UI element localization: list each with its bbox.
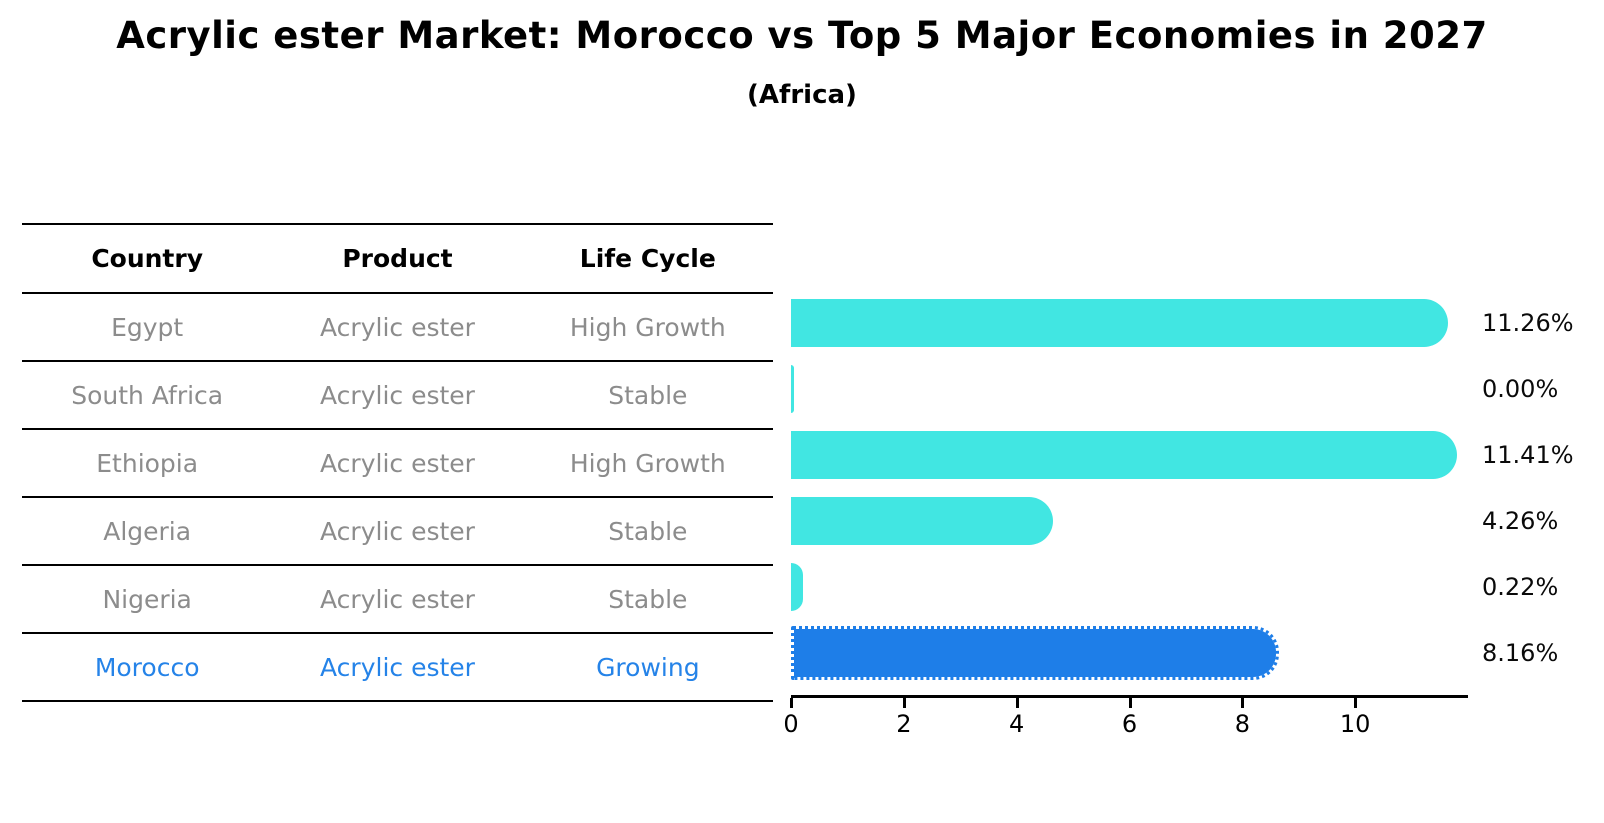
- bar-row-south-africa: [791, 356, 1468, 422]
- value-label-algeria: 4.26%: [1482, 507, 1559, 535]
- table-cell-product: Acrylic ester: [320, 516, 475, 546]
- table-cell-life-cycle: Stable: [608, 380, 688, 410]
- bar-egypt: [791, 299, 1449, 347]
- table-row-algeria: Algeria Acrylic ester Stable: [22, 498, 773, 566]
- value-label-egypt: 11.26%: [1482, 309, 1574, 337]
- x-tick-mark-0: [790, 698, 793, 708]
- table-cell-product: Acrylic ester: [320, 584, 475, 614]
- table-row-morocco: Morocco Acrylic ester Growing: [22, 634, 773, 702]
- x-tick-label-0: 0: [783, 710, 799, 738]
- x-tick-mark-4: [1015, 698, 1019, 708]
- value-label-nigeria: 0.22%: [1482, 573, 1559, 601]
- table-header-product: Product: [342, 244, 453, 273]
- bar-row-morocco: [791, 620, 1468, 686]
- x-tick-label-6: 6: [1121, 710, 1138, 738]
- x-axis-line: [791, 695, 1468, 698]
- table-cell-life-cycle: High Growth: [569, 448, 726, 478]
- table-cell-life-cycle: Growing: [596, 652, 700, 682]
- bar-algeria: [791, 497, 1054, 545]
- table-cell-life-cycle: Stable: [608, 584, 688, 614]
- bar-ethiopia: [791, 431, 1457, 479]
- table-row-nigeria: Nigeria Acrylic ester Stable: [22, 566, 773, 634]
- value-label-south-africa: 0.00%: [1482, 375, 1559, 403]
- x-tick-mark-10: [1354, 698, 1358, 708]
- table-cell-country: Morocco: [94, 652, 200, 682]
- table-header-row: Country Product Life Cycle: [22, 225, 773, 294]
- x-tick-mark-2: [902, 698, 906, 708]
- bar-row-ethiopia: [791, 422, 1468, 488]
- x-tick-mark-6: [1128, 698, 1132, 708]
- table-cell-product: Acrylic ester: [320, 312, 475, 342]
- table-cell-life-cycle: Stable: [608, 516, 688, 546]
- table-row-egypt: Egypt Acrylic ester High Growth: [22, 294, 773, 362]
- table-header-life-cycle: Life Cycle: [579, 244, 716, 273]
- table-cell-country: Ethiopia: [96, 448, 199, 478]
- table-cell-country: Algeria: [103, 516, 192, 546]
- value-label-ethiopia: 11.41%: [1482, 441, 1574, 469]
- table-cell-product: Acrylic ester: [320, 380, 475, 410]
- chart-title: Acrylic ester Market: Morocco vs Top 5 M…: [116, 14, 1488, 57]
- table-body: Egypt Acrylic ester High Growth South Afric…: [22, 294, 773, 702]
- bar-row-nigeria: [791, 554, 1468, 620]
- table-cell-country: South Africa: [71, 380, 224, 410]
- bar-nigeria: [791, 563, 804, 611]
- table-cell-country: Egypt: [111, 312, 184, 342]
- table-header-country: Country: [91, 244, 204, 273]
- table-cell-life-cycle: High Growth: [569, 312, 726, 342]
- x-tick-label-10: 10: [1339, 710, 1371, 738]
- table-cell-product: Acrylic ester: [320, 448, 475, 478]
- chart-subtitle: (Africa): [747, 80, 857, 110]
- bar-south-africa: [791, 365, 794, 413]
- bar-row-egypt: [791, 290, 1468, 356]
- table-cell-product: Acrylic ester: [320, 652, 475, 682]
- bar-row-algeria: [791, 488, 1468, 554]
- x-tick-label-8: 8: [1234, 710, 1250, 738]
- x-tick-label-2: 2: [896, 710, 912, 738]
- bar-morocco: [791, 626, 1280, 680]
- value-label-morocco: 8.16%: [1482, 639, 1559, 667]
- bar-chart: 0 2 4 6 8 10: [783, 290, 1468, 823]
- summary-table: Country Product Life Cycle Egypt Acrylic …: [22, 223, 773, 702]
- x-tick-mark-8: [1241, 698, 1245, 708]
- table-cell-country: Nigeria: [102, 584, 192, 614]
- table-row-south-africa: South Africa Acrylic ester Stable: [22, 362, 773, 430]
- table-row-ethiopia: Ethiopia Acrylic ester High Growth: [22, 430, 773, 498]
- x-tick-label-4: 4: [1009, 710, 1025, 738]
